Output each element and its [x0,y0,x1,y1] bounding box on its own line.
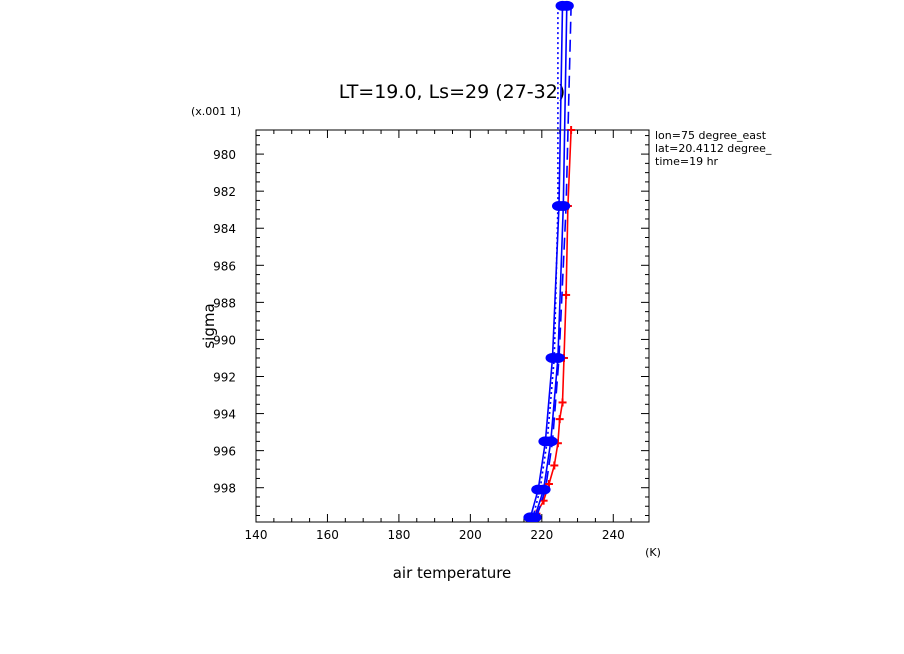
x-tick-label: 200 [459,528,482,542]
plot-frame [255,129,650,523]
info-line: lon=75 degree_east [655,129,767,142]
y-tick-label: 994 [213,408,236,422]
series-line [532,5,559,518]
data-point [550,461,559,470]
data-point [551,200,566,211]
data-point [555,0,570,11]
x-axis-label: air temperature [393,564,512,582]
y-axis-label: sigma [200,303,218,348]
y-tick-label: 984 [213,222,236,236]
x-axis: 140 160 180 200 220 240 [245,130,632,542]
y-tick-label: 998 [213,482,236,496]
x-tick-label: 180 [387,528,410,542]
series-line [528,129,572,520]
series-layer [523,0,576,522]
y-tick-label: 980 [213,148,236,162]
y-tick-label: 982 [213,185,236,199]
x-tick-label: 240 [602,528,625,542]
data-point [523,512,538,522]
x-tick-label: 160 [316,528,339,542]
data-point [539,496,548,505]
x-tick-label: 140 [245,528,268,542]
chart-title: LT=19.0, Ls=29 (27-32) [339,81,566,103]
y-axis: 980 982 984 986 988 990 992 994 996 998 [213,135,649,517]
y-tick-label: 986 [213,259,236,273]
data-point [558,398,567,407]
data-point [555,415,564,424]
data-point [538,436,553,447]
y-tick-label: 990 [213,333,236,347]
y-tick-label: 988 [213,296,236,310]
info-line: time=19 hr [655,155,719,168]
y-tick-label: 996 [213,445,236,459]
x-tick-label: 220 [530,528,553,542]
data-point [545,352,560,363]
y-scale-note: (x.001 1) [191,105,241,118]
x-axis-unit: (K) [645,546,661,559]
data-point [531,484,546,495]
series-line [535,5,572,518]
y-tick-label: 992 [213,371,236,385]
info-line: lat=20.4112 degree_ [655,142,772,155]
data-point [562,290,571,299]
